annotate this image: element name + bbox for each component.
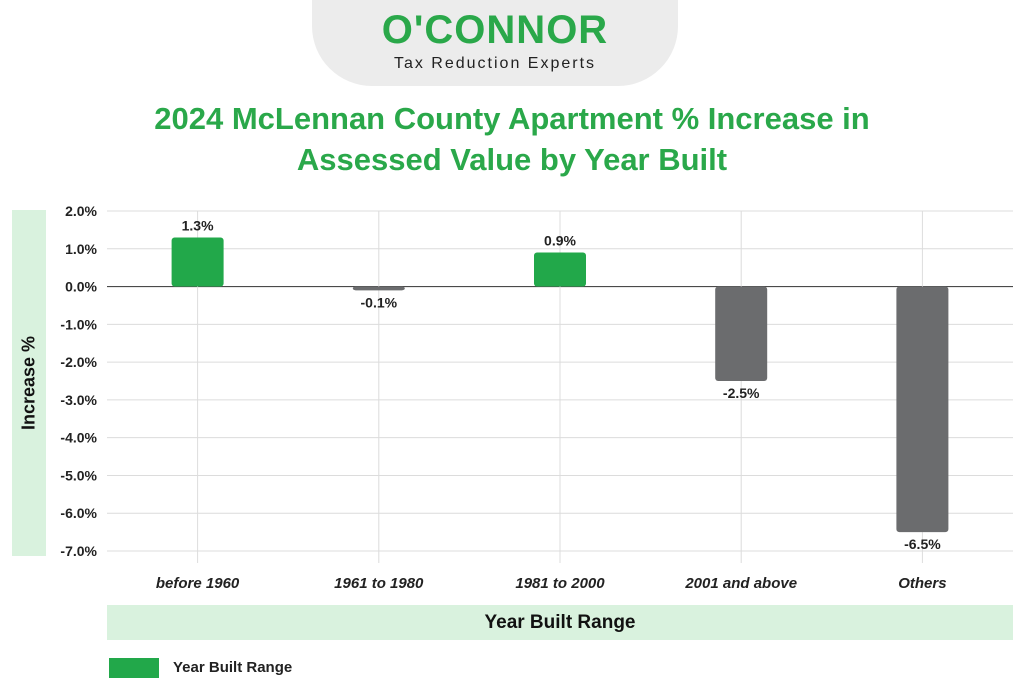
y-tick-label: -5.0% [60, 467, 97, 483]
x-tick-label: 1961 to 1980 [334, 575, 424, 592]
y-tick-label: -2.0% [60, 354, 97, 370]
x-axis-label-band: Year Built Range [107, 605, 1013, 640]
x-axis-label: Year Built Range [484, 612, 636, 633]
y-tick-label: -4.0% [60, 430, 97, 446]
y-tick-label: -1.0% [60, 316, 97, 332]
y-tick-label: -7.0% [60, 543, 97, 559]
legend-label: Year Built Range [173, 659, 293, 676]
chart-title: 2024 McLennan County Apartment % Increas… [154, 101, 870, 177]
bar [352, 286, 405, 291]
y-axis-label-band [12, 210, 46, 556]
x-tick-label: 1981 to 2000 [515, 575, 605, 592]
x-tick-label: 2001 and above [684, 575, 797, 592]
logo-banner: O'CONNOR Tax Reduction Experts [312, 0, 678, 86]
x-tick-label: Others [898, 575, 946, 592]
bar [171, 237, 224, 287]
bar [896, 286, 949, 533]
y-tick-label: 1.0% [65, 241, 97, 257]
logo-tagline: Tax Reduction Experts [393, 55, 597, 72]
y-tick-label: 2.0% [65, 203, 97, 219]
bar-data-label: -6.5% [904, 536, 941, 552]
bar-data-label: -2.5% [723, 385, 760, 401]
x-tick-label: before 1960 [156, 575, 240, 592]
logo-wordmark: O'CONNOR [381, 8, 609, 52]
bar-data-label: 1.3% [182, 217, 214, 233]
y-tick-label: 0.0% [65, 279, 97, 295]
bar-data-label: -0.1% [361, 294, 398, 310]
y-tick-label: -3.0% [60, 392, 97, 408]
legend-swatch [109, 658, 159, 678]
bar-data-label: 0.9% [544, 233, 576, 249]
bar [534, 252, 586, 287]
bar [715, 286, 768, 381]
y-tick-label: -6.0% [60, 505, 97, 521]
